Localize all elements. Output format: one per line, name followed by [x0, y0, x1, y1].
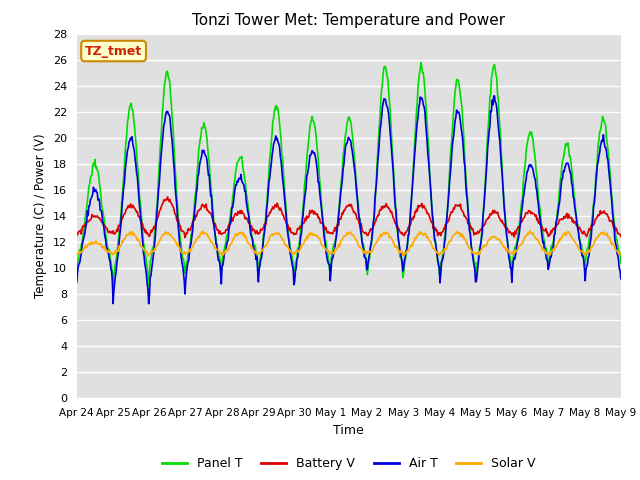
Battery V — [164, 194, 172, 200]
Battery V — [224, 224, 232, 230]
Panel T — [140, 240, 147, 246]
Battery V — [196, 207, 204, 213]
Solar V — [195, 234, 202, 240]
Air T — [83, 220, 90, 226]
Line: Panel T: Panel T — [77, 62, 621, 291]
Panel T — [195, 148, 202, 154]
Line: Air T: Air T — [77, 96, 621, 304]
Battery V — [417, 203, 424, 208]
Panel T — [109, 288, 117, 294]
Solar V — [431, 248, 439, 253]
Panel T — [417, 60, 425, 65]
Text: TZ_tmet: TZ_tmet — [85, 45, 142, 58]
Air T — [145, 301, 152, 307]
Solar V — [223, 248, 231, 253]
Line: Battery V: Battery V — [77, 197, 621, 238]
Air T — [223, 239, 231, 245]
Solar V — [139, 244, 147, 250]
Panel T — [83, 205, 90, 211]
Battery V — [73, 231, 81, 237]
X-axis label: Time: Time — [333, 424, 364, 437]
Panel T — [416, 70, 424, 76]
Solar V — [73, 252, 81, 258]
Air T — [139, 239, 147, 244]
Panel T — [73, 268, 81, 274]
Air T — [617, 276, 625, 282]
Battery V — [617, 233, 625, 239]
Battery V — [181, 235, 189, 240]
Legend: Panel T, Battery V, Air T, Solar V: Panel T, Battery V, Air T, Solar V — [157, 452, 541, 475]
Solar V — [526, 228, 534, 234]
Solar V — [144, 253, 152, 259]
Solar V — [83, 245, 90, 251]
Panel T — [223, 231, 231, 237]
Air T — [416, 101, 424, 107]
Air T — [195, 171, 202, 177]
Line: Solar V: Solar V — [77, 231, 621, 256]
Battery V — [139, 221, 147, 227]
Air T — [73, 279, 81, 285]
Panel T — [433, 247, 440, 252]
Battery V — [83, 219, 90, 225]
Y-axis label: Temperature (C) / Power (V): Temperature (C) / Power (V) — [35, 134, 47, 298]
Title: Tonzi Tower Met: Temperature and Power: Tonzi Tower Met: Temperature and Power — [192, 13, 506, 28]
Air T — [431, 239, 439, 244]
Panel T — [617, 260, 625, 265]
Battery V — [433, 228, 440, 234]
Solar V — [416, 229, 424, 235]
Air T — [491, 93, 499, 99]
Solar V — [617, 251, 625, 257]
